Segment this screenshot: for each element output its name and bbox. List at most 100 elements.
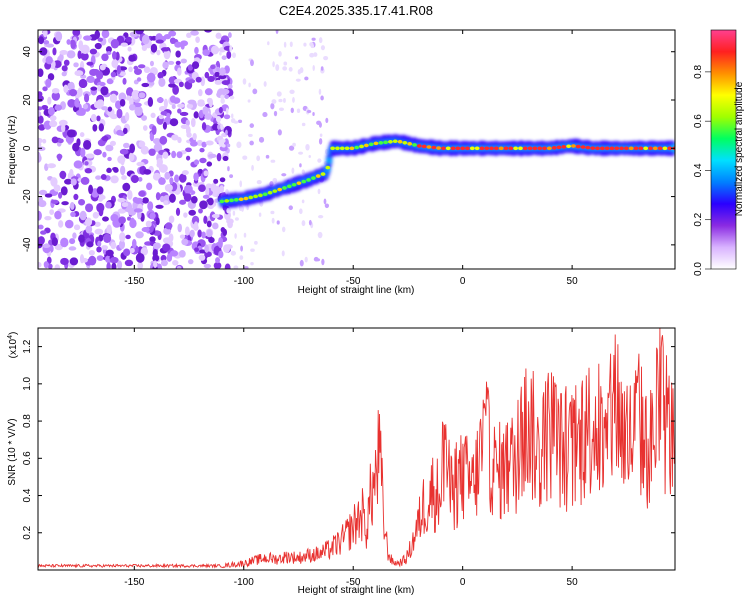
y-tick-label: 0 [22, 145, 33, 151]
ridge-core [571, 144, 576, 148]
noise-blob [54, 264, 61, 269]
y-tick-label: -20 [22, 189, 33, 204]
noise-blob [106, 224, 112, 235]
noise-blob-faint [229, 95, 235, 100]
noise-blob [190, 117, 196, 128]
noise-blob-faint [318, 138, 323, 145]
noise-blob [201, 122, 207, 131]
noise-blob [110, 213, 119, 222]
noise-blob [133, 208, 143, 213]
noise-blob [38, 106, 43, 111]
noise-blob [199, 157, 207, 164]
noise-blob [141, 82, 150, 88]
noise-blob [116, 260, 123, 269]
noise-blob-faint [229, 174, 234, 179]
noise-blob [186, 32, 192, 39]
ridge-mid [326, 156, 333, 164]
noise-blob [49, 209, 55, 215]
noise-blob [208, 153, 217, 158]
noise-blob [147, 97, 154, 107]
noise-blob-faint [249, 123, 255, 128]
noise-blob-faint [263, 81, 267, 87]
noise-blob [188, 209, 196, 216]
noise-blob [149, 60, 154, 67]
noise-blob [180, 124, 189, 129]
noise-blob [138, 140, 146, 148]
noise-blob-faint [225, 107, 229, 115]
noise-blob [135, 231, 144, 239]
noise-blob [223, 114, 231, 120]
noise-blob [205, 140, 214, 146]
noise-blob-faint [323, 198, 327, 205]
noise-blob [134, 106, 143, 117]
noise-blob [169, 250, 179, 257]
noise-blob-faint [294, 56, 299, 60]
noise-blob [180, 58, 187, 64]
noise-blob [42, 138, 47, 144]
noise-blob [69, 257, 79, 266]
noise-blob [53, 184, 61, 192]
noise-blob [67, 98, 76, 108]
noise-blob [224, 263, 231, 269]
ridge-core [388, 139, 393, 144]
noise-blob [60, 257, 69, 266]
noise-blob [190, 30, 199, 36]
noise-blob [128, 66, 133, 73]
x-tick-label: -50 [346, 276, 361, 287]
noise-blob [215, 32, 222, 39]
noise-blob-faint [234, 217, 239, 221]
noise-blob [102, 151, 107, 158]
ridge-core [286, 184, 292, 189]
noise-blob [51, 91, 60, 101]
noise-blob-faint [233, 120, 239, 124]
noise-blob [66, 50, 76, 59]
ridge-core [253, 194, 258, 199]
ridge-core [320, 172, 326, 176]
ridge-core [566, 144, 572, 149]
ridge-core [537, 146, 543, 151]
noise-blob [38, 210, 42, 221]
noise-blob-faint [278, 98, 283, 103]
x-tick-label: -150 [124, 276, 144, 287]
ridge-core [219, 199, 225, 204]
noise-blob [179, 234, 186, 239]
noise-blob [69, 202, 75, 210]
noise-blob-faint [323, 56, 329, 61]
noise-blob [226, 50, 232, 59]
noise-blob [145, 220, 152, 228]
noise-blob [172, 84, 179, 95]
noise-blob [128, 54, 136, 62]
noise-blob [162, 121, 167, 130]
noise-blob-faint [273, 110, 278, 117]
noise-blob [138, 92, 146, 99]
noise-blob-faint [232, 52, 236, 59]
noise-blob [210, 64, 216, 70]
noise-blob-faint [320, 45, 325, 51]
noise-blob [181, 238, 189, 246]
noise-blob-faint [216, 115, 222, 123]
noise-blob-faint [320, 66, 324, 71]
noise-blob [214, 71, 220, 78]
ridge-core [522, 146, 528, 151]
noise-blob [218, 74, 227, 80]
noise-blob [78, 198, 86, 206]
noise-blob [176, 265, 182, 269]
noise-blob [96, 71, 104, 80]
noise-blob [187, 259, 194, 265]
noise-blob [204, 88, 213, 96]
noise-blob-faint [298, 151, 304, 155]
ridge-core [460, 146, 466, 151]
noise-blob [40, 230, 47, 235]
noise-blob [136, 161, 145, 167]
noise-blob [109, 113, 118, 120]
noise-blob [212, 123, 220, 131]
ridge-core [580, 145, 586, 149]
noise-blob-faint [296, 108, 301, 114]
ridge-core [498, 146, 504, 151]
noise-blob [85, 225, 93, 234]
noise-blob [79, 132, 85, 138]
noise-blob [96, 115, 101, 122]
noise-blob [44, 193, 53, 198]
x-tick-label: -100 [234, 577, 254, 588]
noise-blob-faint [267, 41, 270, 46]
